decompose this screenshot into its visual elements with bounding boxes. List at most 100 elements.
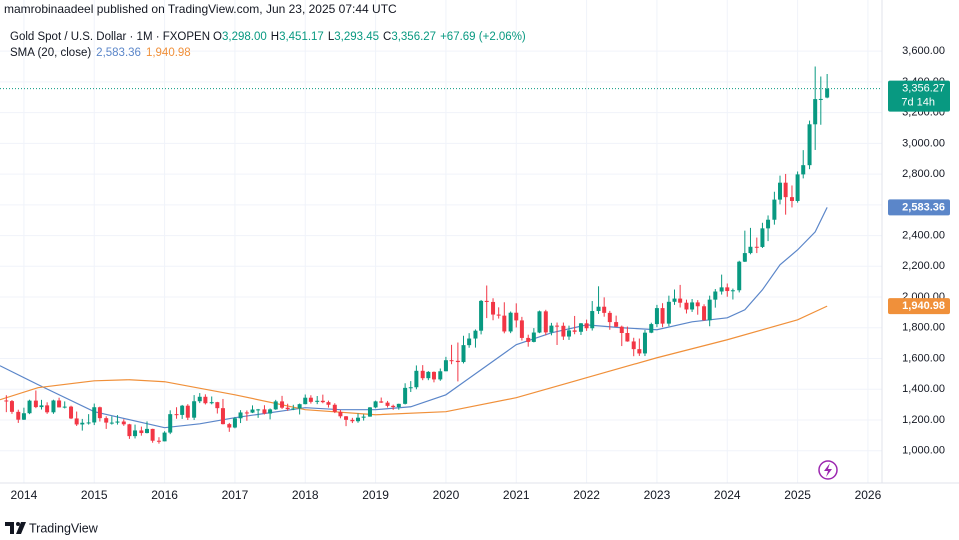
indicator-value: 2,583.36 [96, 47, 141, 59]
candle-body [690, 302, 695, 310]
y-tick-label: 1,000.00 [902, 445, 945, 457]
quote-value: 3,451.17 [279, 31, 324, 43]
candle-body [737, 261, 742, 291]
quote-value: 3,298.00 [222, 31, 267, 43]
candle-body [162, 432, 167, 442]
x-tick-label: 2026 [855, 488, 882, 502]
x-tick-label: 2015 [81, 488, 108, 502]
candle-body [614, 322, 619, 327]
brand-logo [5, 522, 26, 534]
candle-body [502, 315, 507, 332]
candle-body [420, 370, 425, 379]
candle-body [168, 414, 173, 433]
symbol: Gold Spot / U.S. Dollar · 1M · FXOPEN [10, 31, 210, 43]
candle-body [74, 418, 79, 425]
candle-body [303, 397, 308, 405]
sma-line [0, 305, 828, 416]
candle-body [356, 417, 361, 422]
candle-body [414, 370, 419, 388]
candle-body [285, 407, 290, 410]
candle-body [326, 402, 331, 405]
candle-body [268, 409, 273, 414]
candle-body [730, 290, 735, 292]
candle-body [9, 401, 14, 412]
candle-body [92, 407, 97, 423]
candle-body [807, 124, 812, 166]
candle-body [150, 428, 155, 441]
candle-body [45, 405, 50, 413]
candle-body [27, 400, 32, 414]
candle-body [203, 396, 208, 404]
candle-body [238, 412, 243, 419]
indicator-label: 2,583.36 [902, 201, 945, 213]
candle-body [262, 409, 267, 414]
candle-body [596, 306, 601, 312]
quote-key: L [328, 31, 335, 43]
candle-body [543, 311, 548, 333]
candle-body [16, 411, 21, 420]
candle-body [772, 199, 777, 220]
candle-body [649, 324, 654, 333]
candle-body [526, 337, 531, 342]
axis-layer: 1,000.00 1,200.00 1,400.00 1,600.00 1,800.00… [0, 45, 950, 502]
last-price-box [888, 80, 950, 112]
candle-body [742, 253, 747, 262]
candle-body [145, 428, 149, 434]
indicator-box [888, 298, 950, 315]
candle-body [684, 302, 689, 310]
candle-body [666, 301, 671, 324]
candle-body [4, 400, 9, 402]
candle-body [391, 405, 396, 408]
candle-body [280, 401, 285, 408]
x-tick-label: 2021 [503, 488, 530, 502]
publisher: mamrobinaadeel published on TradingView.… [4, 2, 397, 16]
candle-body [338, 411, 343, 417]
candle-body [825, 88, 830, 98]
candle-body [320, 400, 325, 403]
quote-value: 3,356.27 [391, 31, 436, 43]
candle-body [426, 371, 431, 379]
indicator-box [888, 199, 950, 216]
candle-body [467, 338, 472, 346]
candle-body [725, 287, 730, 292]
candle-body [367, 407, 372, 417]
x-tick-label: 2014 [11, 488, 38, 502]
candle-body [244, 412, 249, 414]
candle-body [672, 298, 677, 302]
candle-body [642, 332, 647, 354]
candle-body [519, 320, 524, 338]
candle-body [51, 400, 56, 413]
candle-body [220, 408, 225, 425]
candle-body [619, 326, 624, 334]
indicator-label: 1,940.98 [902, 300, 945, 312]
x-tick-label: 2024 [714, 488, 741, 502]
candle-body [115, 421, 120, 423]
candle-body [39, 405, 44, 408]
candle-body [350, 419, 355, 422]
candle-body [549, 325, 554, 333]
candle-body [256, 409, 261, 411]
candle-body [139, 430, 144, 434]
sma-line [0, 207, 828, 429]
quote-key: C [383, 31, 391, 43]
candle-body [484, 300, 489, 302]
candle-body [461, 345, 466, 363]
quote-value: 3,293.45 [334, 31, 379, 43]
x-tick-label: 2020 [433, 488, 460, 502]
y-tick-label: 1,800.00 [902, 322, 945, 334]
candle-body [104, 418, 109, 423]
candle-body [80, 422, 85, 425]
alert-icon[interactable] [818, 460, 838, 480]
candle-body [555, 325, 560, 327]
candle-body [491, 301, 496, 315]
candle-body [232, 418, 237, 428]
x-tick-label: 2023 [644, 488, 671, 502]
candle-body [695, 302, 700, 307]
candle-body [174, 414, 179, 416]
x-tick-label: 2018 [292, 488, 319, 502]
quote-change: +67.69 (+2.06%) [440, 31, 526, 43]
candle-body [455, 360, 460, 363]
candle-body [660, 308, 665, 324]
